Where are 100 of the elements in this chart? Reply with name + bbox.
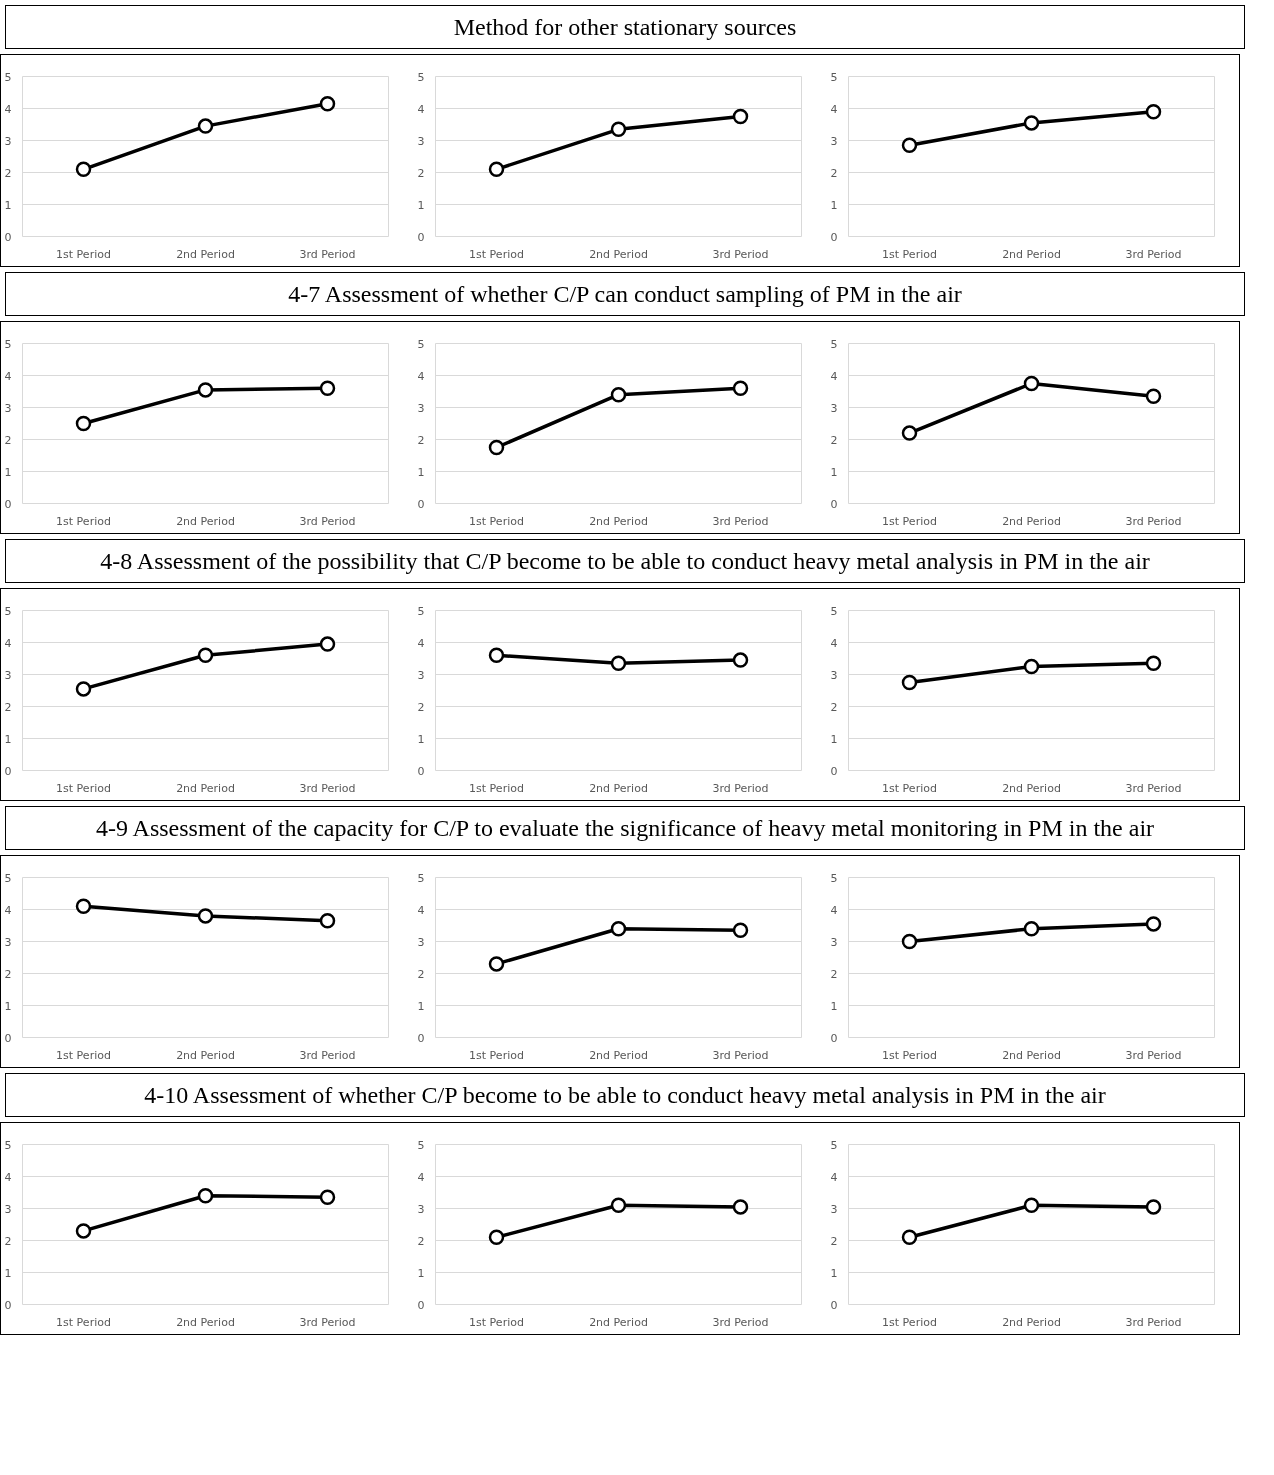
x-tick-label: 2nd Period: [589, 781, 648, 795]
x-tick-label: 3rd Period: [299, 247, 356, 261]
point: [197, 908, 214, 924]
x-tick-label: 1st Period: [56, 514, 111, 528]
point: [197, 647, 214, 664]
text: 4-8 Assessment of the possibility that C/P become to be able to conduct heavy metal analysis in PM in the air: [100, 547, 1150, 576]
y-tick-label: 4: [830, 636, 838, 650]
y-tick-label: 2: [830, 433, 838, 447]
y-tick-label: 2: [417, 433, 425, 447]
point: [197, 1187, 214, 1204]
point: [610, 121, 627, 138]
point: [488, 161, 505, 178]
text: 4-9 Assessment of the capacity for C/P to evaluate the significance of heavy metal monitoring in PM in the air: [95, 814, 1155, 843]
y-tick-label: 2: [417, 967, 425, 981]
point: [1145, 388, 1162, 405]
point: [732, 922, 749, 939]
y-tick-label: 4: [4, 102, 12, 116]
y-tick-label: 3: [830, 401, 838, 415]
x-tick-label: 3rd Period: [1125, 247, 1182, 261]
point: [732, 1199, 749, 1215]
y-tick-label: 1: [4, 732, 12, 746]
point: [75, 681, 92, 697]
y-tick-label: 1: [4, 465, 12, 479]
y-tick-label: 0: [830, 230, 838, 244]
point: [901, 674, 918, 691]
x-tick-label: 3rd Period: [712, 781, 769, 795]
x-tick-label: 1st Period: [56, 1048, 111, 1062]
point: [610, 1197, 627, 1214]
y-tick-label: 0: [417, 1298, 425, 1312]
x-tick-label: 1st Period: [882, 247, 937, 261]
y-tick-label: 5: [4, 1138, 12, 1152]
point: [319, 636, 336, 652]
y-tick-label: 3: [4, 401, 12, 415]
point: [732, 108, 749, 125]
y-tick-label: 5: [417, 70, 425, 84]
point: [901, 933, 918, 950]
x-tick-label: 1st Period: [469, 247, 524, 261]
y-tick-label: 4: [417, 636, 425, 650]
y-tick-label: 0: [417, 497, 425, 511]
x-tick-label: 2nd Period: [589, 1315, 648, 1329]
x-tick-label: 1st Period: [882, 781, 937, 795]
y-tick-label: 4: [4, 1170, 12, 1184]
point: [75, 1223, 92, 1239]
x-tick-label: 1st Period: [469, 1315, 524, 1329]
y-tick-label: 4: [830, 369, 838, 383]
text: 4-7 Assessment of whether C/P can conduct sampling of PM in the air: [288, 280, 962, 309]
x-tick-label: 2nd Period: [589, 514, 648, 528]
point: [319, 1189, 336, 1206]
x-tick-label: 3rd Period: [299, 1048, 356, 1062]
y-tick-label: 5: [4, 337, 12, 351]
y-tick-label: 4: [830, 1170, 838, 1184]
y-tick-label: 5: [4, 871, 12, 885]
y-tick-label: 2: [4, 433, 12, 447]
y-tick-label: 3: [830, 134, 838, 148]
x-tick-label: 3rd Period: [299, 514, 356, 528]
point: [901, 1229, 918, 1246]
x-tick-label: 1st Period: [882, 514, 937, 528]
point: [75, 898, 92, 915]
y-tick-label: 1: [830, 1266, 838, 1280]
point: [197, 382, 214, 398]
x-tick-label: 2nd Period: [589, 247, 648, 261]
x-tick-label: 1st Period: [56, 247, 111, 261]
x-tick-label: 3rd Period: [299, 1315, 356, 1329]
x-tick-label: 1st Period: [56, 1315, 111, 1329]
point: [488, 956, 505, 972]
point: [732, 380, 749, 397]
y-tick-label: 5: [4, 604, 12, 618]
y-tick-label: 5: [830, 337, 838, 351]
y-tick-label: 4: [417, 903, 425, 917]
x-tick-label: 2nd Period: [176, 781, 235, 795]
y-tick-label: 5: [830, 70, 838, 84]
y-tick-label: 0: [417, 1031, 425, 1045]
y-tick-label: 5: [830, 871, 838, 885]
y-tick-label: 3: [4, 134, 12, 148]
y-tick-label: 1: [417, 1266, 425, 1280]
x-tick-label: 3rd Period: [712, 1048, 769, 1062]
text: Method for other stationary sources: [453, 13, 797, 42]
y-tick-label: 2: [4, 166, 12, 180]
y-tick-label: 3: [417, 668, 425, 682]
y-tick-label: 1: [417, 999, 425, 1013]
y-tick-label: 0: [830, 497, 838, 511]
y-tick-label: 3: [4, 1202, 12, 1216]
point: [488, 439, 505, 456]
y-tick-label: 5: [830, 604, 838, 618]
x-tick-label: 2nd Period: [589, 1048, 648, 1062]
point: [197, 118, 214, 134]
y-tick-label: 5: [830, 1138, 838, 1152]
x-tick-label: 1st Period: [56, 781, 111, 795]
y-tick-label: 4: [417, 1170, 425, 1184]
y-tick-label: 1: [4, 1266, 12, 1280]
point: [75, 415, 92, 432]
y-tick-label: 3: [830, 1202, 838, 1216]
y-tick-label: 2: [830, 967, 838, 981]
point: [319, 380, 336, 397]
x-tick-label: 3rd Period: [712, 247, 769, 261]
point: [610, 386, 627, 403]
point: [610, 655, 627, 672]
x-tick-label: 1st Period: [469, 1048, 524, 1062]
point: [1023, 920, 1040, 937]
y-tick-label: 5: [417, 604, 425, 618]
